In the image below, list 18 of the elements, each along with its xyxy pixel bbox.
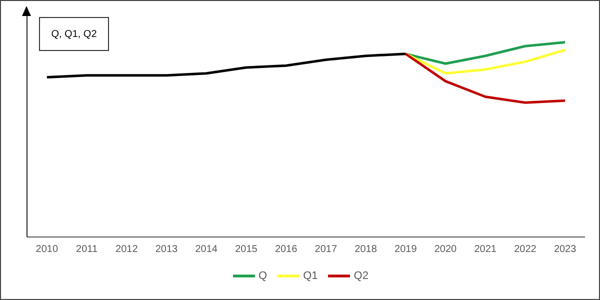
x-tick-label: 2017 xyxy=(314,244,338,256)
x-tick-label: 2012 xyxy=(116,244,138,256)
x-tick-label: 2016 xyxy=(274,244,298,256)
x-tick-label: 2011 xyxy=(76,244,98,256)
x-tick-label: 2022 xyxy=(514,244,537,256)
y-axis-title: Q, Q1, Q2 xyxy=(39,17,109,51)
x-tick-label: 2010 xyxy=(36,244,58,256)
x-tick-label: 2013 xyxy=(155,244,178,256)
x-tick-label: 2020 xyxy=(434,244,458,256)
x-tick-label: 2019 xyxy=(394,244,418,256)
x-tick-label: 2018 xyxy=(354,244,378,256)
legend-label: Q1 xyxy=(303,270,318,282)
x-tick-label: 2023 xyxy=(554,244,577,256)
legend-label: Q2 xyxy=(354,270,368,282)
x-tick-label: 2021 xyxy=(474,244,497,256)
legend-label: Q xyxy=(258,270,268,282)
x-tick-label: 2015 xyxy=(235,244,258,256)
x-tick-label: 2014 xyxy=(195,244,218,256)
